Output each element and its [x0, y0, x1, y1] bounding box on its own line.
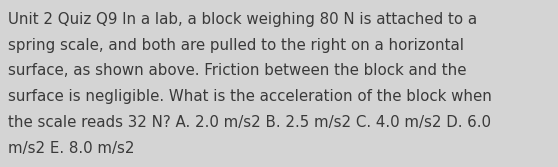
Text: the scale reads 32 N? A. 2.0 m/s2 B. 2.5 m/s2 C. 4.0 m/s2 D. 6.0: the scale reads 32 N? A. 2.0 m/s2 B. 2.5… — [8, 115, 492, 130]
Text: surface is negligible. What is the acceleration of the block when: surface is negligible. What is the accel… — [8, 89, 492, 104]
Text: Unit 2 Quiz Q9 In a lab, a block weighing 80 N is attached to a: Unit 2 Quiz Q9 In a lab, a block weighin… — [8, 12, 478, 27]
Text: m/s2 E. 8.0 m/s2: m/s2 E. 8.0 m/s2 — [8, 141, 135, 156]
Text: surface, as shown above. Friction between the block and the: surface, as shown above. Friction betwee… — [8, 63, 467, 78]
Text: spring scale, and both are pulled to the right on a horizontal: spring scale, and both are pulled to the… — [8, 38, 464, 53]
